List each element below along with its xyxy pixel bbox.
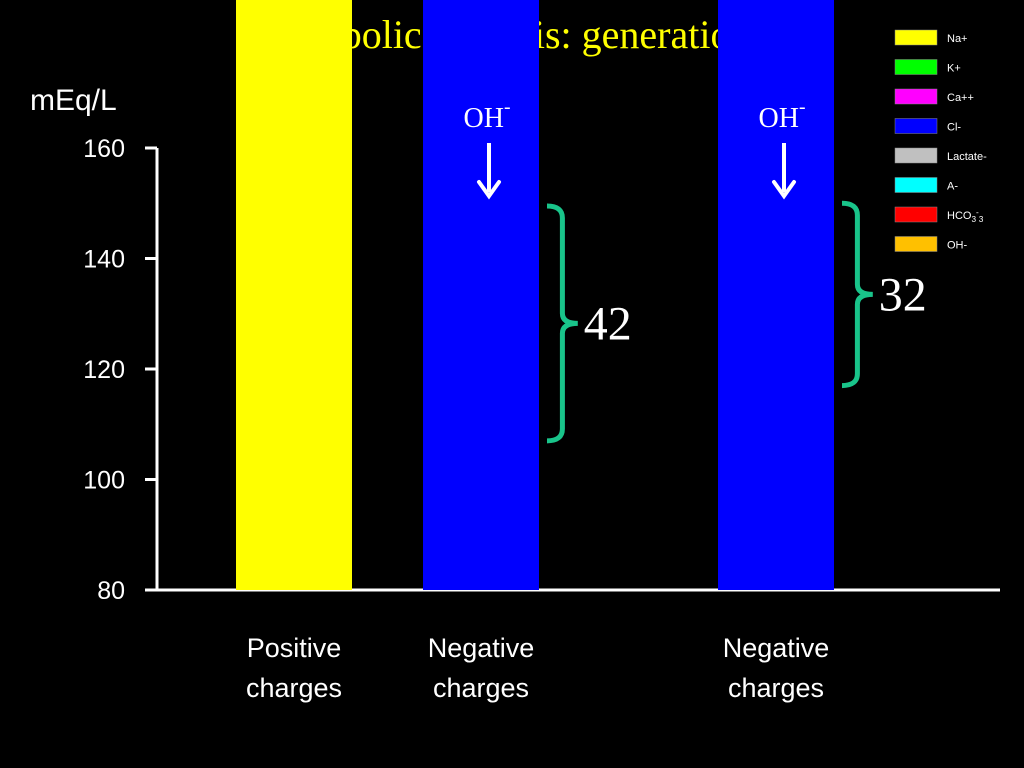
oh-annotation-label: OH- xyxy=(464,97,511,134)
legend-label: A- xyxy=(947,181,958,193)
legend-label: Na+ xyxy=(947,33,968,45)
legend-label: K+ xyxy=(947,63,961,75)
y-tick-label: 120 xyxy=(83,356,125,384)
bars: A-HCO3- A-HCO3- xyxy=(236,0,834,590)
bar-segment-na xyxy=(236,0,352,590)
y-tick-label: 100 xyxy=(83,467,125,495)
legend-label: Lactate- xyxy=(947,151,987,163)
anion-gap-value: 42 xyxy=(584,297,632,350)
legend-item-lac: Lactate- xyxy=(894,147,987,164)
bar-stack: A-HCO3- xyxy=(718,0,834,590)
bar-segment-cl xyxy=(423,0,539,590)
legend-item-k: K+ xyxy=(894,59,961,75)
bar-stack xyxy=(236,0,352,590)
curly-brace xyxy=(546,203,578,444)
legend-label: OH- xyxy=(947,240,968,252)
legend-item-cl: Cl- xyxy=(894,118,961,134)
curly-brace xyxy=(841,200,873,389)
annotations: OH- OH- 42 32 xyxy=(464,97,927,444)
legend-label: HCO3-3 xyxy=(947,208,984,224)
legend-swatch xyxy=(894,236,938,252)
legend-item-hco3: HCO3-3 xyxy=(894,206,984,224)
axes: 160 140 120 100 80 Positive charges Negative cha… xyxy=(83,135,1000,703)
x-category-label: Negative charges xyxy=(428,633,535,703)
legend-label: Ca++ xyxy=(947,92,974,104)
bar-segment-cl xyxy=(718,0,834,590)
anion-gap-value: 32 xyxy=(879,268,927,321)
x-category-label: Negative charges xyxy=(723,633,830,703)
legend-swatch xyxy=(894,147,938,164)
bar-stack: A-HCO3- xyxy=(423,0,539,590)
legend-item-a: A- xyxy=(894,177,958,193)
legend-swatch xyxy=(894,206,938,223)
legend-swatch xyxy=(894,59,938,75)
y-tick-label: 140 xyxy=(83,246,125,274)
arrow-head xyxy=(477,180,501,200)
legend-item-oh: OH- xyxy=(894,236,968,252)
y-axis-label: mEq/L xyxy=(30,84,117,117)
legend-swatch xyxy=(894,118,938,134)
y-tick-label: 160 xyxy=(83,135,125,163)
legend: Na+ K+ Ca++ Cl- Lactate- A- HCO3-3 OH- xyxy=(894,29,987,252)
x-category-label: Positive charges xyxy=(246,633,342,703)
arrow-head xyxy=(772,180,796,200)
legend-item-na: Na+ xyxy=(894,29,968,46)
legend-swatch xyxy=(894,177,938,193)
y-tick-label: 80 xyxy=(97,577,125,605)
oh-annotation-label: OH- xyxy=(759,97,806,134)
legend-swatch xyxy=(894,29,938,46)
legend-swatch xyxy=(894,88,938,105)
legend-item-ca: Ca++ xyxy=(894,88,974,105)
legend-label: Cl- xyxy=(947,122,961,134)
